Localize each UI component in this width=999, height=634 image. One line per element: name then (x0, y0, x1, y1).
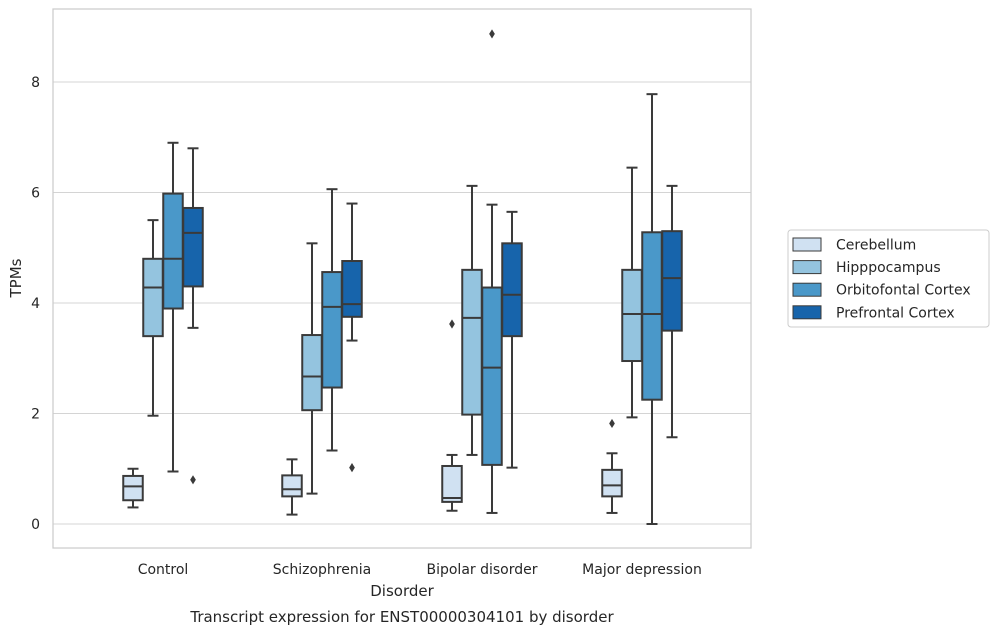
outlier-marker-0 (349, 463, 355, 473)
legend-swatch-0 (792, 237, 822, 252)
box-iqr (301, 334, 323, 412)
y-tick-label-1: 2 (31, 407, 40, 423)
box-iqr (601, 468, 623, 498)
outlier-marker-0 (609, 418, 615, 429)
box-iqr (621, 268, 643, 363)
box-iqr (661, 230, 683, 332)
box-iqr (182, 206, 204, 288)
legend-frame (787, 229, 990, 328)
y-axis-label: TPMs (7, 258, 25, 298)
legend-swatch-3 (792, 305, 822, 320)
legend: Cerebellum Hipppocampus Orbitofontal Corte… (787, 229, 990, 328)
legend-label-2: Orbitofontal Cortex (836, 283, 971, 299)
box-3-1 (341, 202, 363, 473)
box-iqr (162, 192, 184, 310)
x-tick-label-2: Bipolar disorder (426, 562, 537, 578)
box-iqr (441, 464, 463, 503)
chart-title: Transcript expression for ENST0000030410… (189, 608, 614, 626)
box-iqr (461, 268, 483, 416)
legend-label-3: Prefrontal Cortex (836, 305, 955, 321)
box-iqr (281, 474, 303, 498)
box-2-2 (481, 29, 503, 514)
outlier-marker-0 (190, 475, 196, 485)
legend-label-0: Cerebellum (836, 238, 916, 254)
legend-label-1: Hipppocampus (836, 260, 941, 276)
outlier-marker-0 (489, 29, 495, 39)
box-3-3 (661, 184, 683, 439)
box-2-1 (321, 188, 343, 452)
y-tick-label-3: 6 (31, 186, 40, 202)
box-3-0 (182, 147, 204, 485)
box-groups (122, 29, 683, 525)
box-iqr (641, 231, 663, 401)
box-0-2 (441, 319, 463, 512)
y-tick-label-4: 8 (31, 75, 40, 91)
y-tick-label-2: 4 (31, 296, 40, 312)
box-iqr (341, 260, 363, 318)
plot-frame (52, 8, 752, 549)
legend-swatch-1 (792, 260, 822, 275)
box-2-3 (641, 93, 663, 525)
box-0-3 (601, 418, 623, 514)
x-axis-ticks: Control Schizophrenia Bipolar disorder Majo… (138, 562, 702, 578)
box-iqr (481, 286, 503, 466)
y-axis-ticks: 0 2 4 6 8 (31, 75, 40, 533)
box-0-1 (281, 458, 303, 516)
box-2-0 (162, 141, 184, 473)
outlier-marker-0 (449, 319, 455, 329)
box-iqr (122, 474, 144, 502)
x-tick-label-3: Major depression (582, 562, 702, 578)
x-tick-label-1: Schizophrenia (273, 562, 371, 578)
box-iqr (501, 242, 523, 338)
y-tick-label-0: 0 (31, 517, 40, 533)
x-tick-label-0: Control (138, 562, 189, 578)
box-0-0 (122, 467, 144, 509)
legend-swatch-2 (792, 282, 822, 297)
box-iqr (142, 257, 164, 338)
box-iqr (321, 271, 343, 389)
box-3-2 (501, 210, 523, 469)
x-axis-label: Disorder (370, 582, 434, 600)
